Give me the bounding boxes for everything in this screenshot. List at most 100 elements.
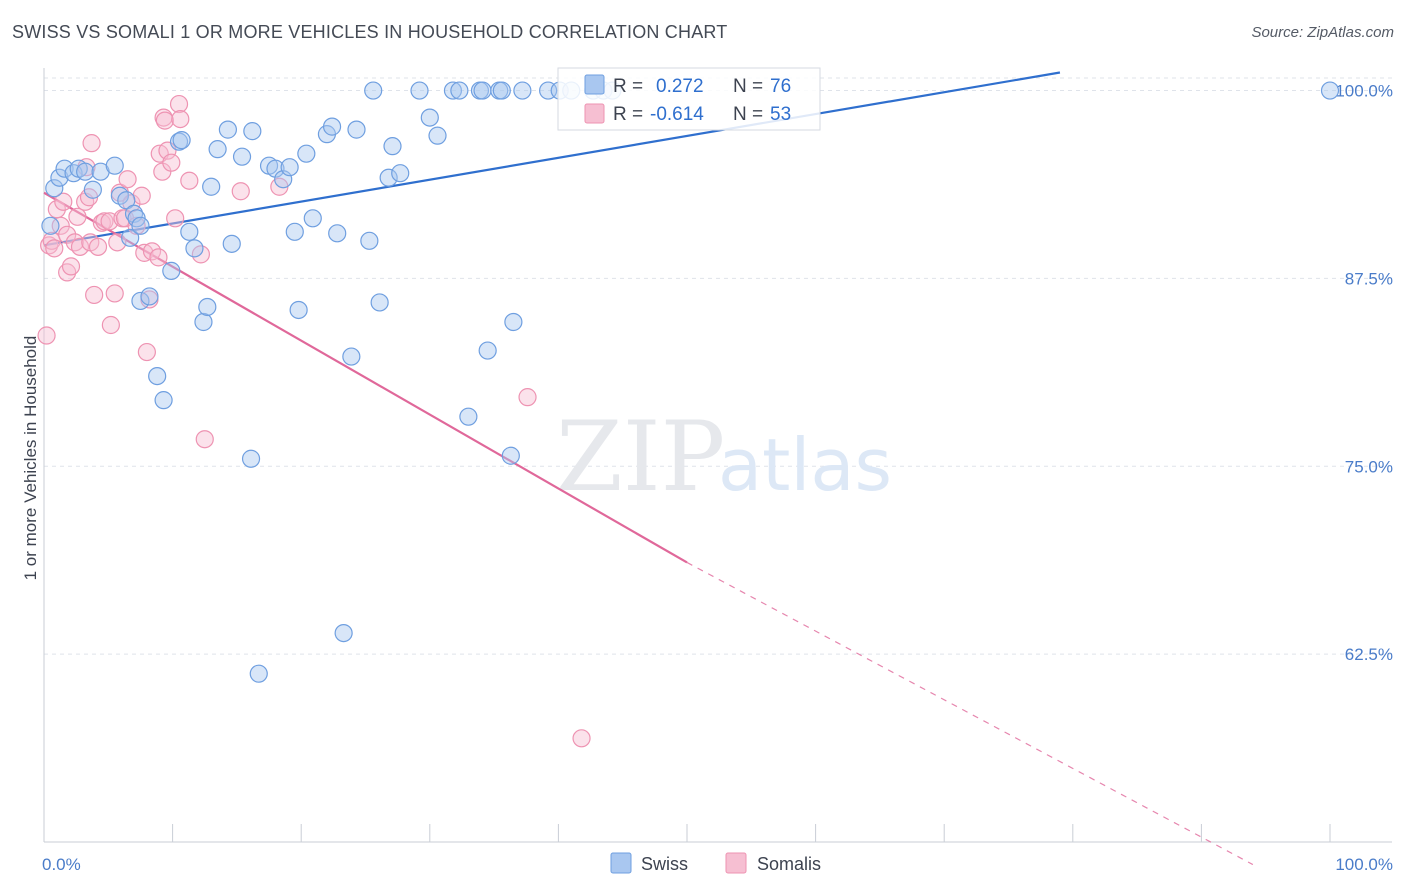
swiss-point-15 [131,216,150,235]
swiss-point-63 [478,341,497,360]
swiss-point-3 [55,159,74,178]
somalis-point-34 [137,342,156,362]
somalis-point-21 [95,212,114,231]
somalis-point-29 [118,170,137,189]
swiss-point-51 [370,293,389,312]
somalis-point-52 [518,388,537,407]
somalis-point-5 [51,216,70,235]
swiss-point-12 [121,228,140,247]
swiss-point-42 [303,209,322,228]
swiss-point-50 [364,81,383,100]
swiss-point-0 [41,216,60,235]
legend-swatch-swiss [610,852,632,874]
swiss-point-34 [249,664,268,683]
swiss-point-9 [105,156,124,175]
watermark-zip: ZIP [556,401,725,513]
swiss-point-52 [379,168,398,187]
swiss-point-55 [410,81,429,100]
swiss-point-46 [334,623,353,643]
swiss-point-60 [459,407,478,426]
y-tick-label-0: 62.5% [1345,645,1393,664]
somalis-point-9 [61,257,81,276]
trend-lines [43,71,1254,866]
stats-somalis-r-label: R = [613,104,643,125]
somalis-point-19 [88,237,108,256]
y-tick-label-3: 100.0% [1335,82,1393,101]
watermark: ZIP atlas [556,401,892,513]
swiss-point-1 [45,179,64,198]
swiss-point-30 [222,234,241,253]
y-tick-label-1: 75.0% [1345,457,1393,476]
axes [43,68,1392,843]
swiss-points [41,81,1340,683]
swiss-point-65 [492,81,511,100]
legend-swatch-somalis [725,852,747,874]
somalis-point-45 [169,94,189,114]
stats-swatch-swiss [584,74,605,95]
swiss-point-23 [180,222,199,241]
swiss-point-11 [117,191,136,210]
somalis-point-49 [195,430,214,449]
swiss-point-47 [342,347,361,366]
swiss-point-33 [243,122,262,141]
swiss-point-26 [198,297,217,317]
swiss-point-56 [420,108,439,127]
swiss-point-38 [280,158,299,177]
swiss-point-2 [50,168,69,187]
swiss-point-31 [232,147,252,166]
swiss-point-16 [131,291,150,311]
somalis-point-50 [231,182,250,201]
swiss-point-54 [391,164,410,183]
somalis-point-46 [171,109,190,129]
somalis-point-24 [105,284,124,303]
swiss-point-29 [218,120,237,139]
somalis-points [37,94,591,748]
somalis-trend-extension [686,561,1254,866]
stats-box: R = 0.272 N = 76 R = -0.614 N = 53 [557,67,821,131]
x-tick-labels: 0.0% 100.0% [42,855,1393,874]
y-tick-label-2: 87.5% [1345,269,1393,288]
swiss-point-53 [383,137,402,156]
somalis-point-43 [162,153,181,172]
x-tick-label-0: 0.0% [42,855,81,874]
somalis-trend-line [43,191,688,564]
swiss-point-39 [285,222,304,241]
swiss-point-49 [360,231,379,250]
somalis-point-53 [572,729,591,748]
legend-label-somalis: Somalis [757,854,821,874]
y-tick-labels: 62.5% 75.0% 87.5% 100.0% [1335,82,1393,665]
somalis-point-3 [45,239,64,258]
somalis-point-47 [180,171,199,190]
somalis-point-12 [70,237,90,256]
swiss-point-6 [76,162,95,181]
swiss-point-44 [322,117,342,136]
swiss-point-32 [241,449,261,468]
somalis-point-0 [37,326,56,345]
stats-swiss-r-label: R = [613,76,643,97]
somalis-point-44 [166,209,185,228]
swiss-point-58 [443,81,463,100]
stats-somalis-r-value: -0.614 [650,104,704,125]
somalis-point-11 [68,207,87,226]
swiss-point-59 [450,81,469,100]
stats-swiss-r-value: 0.272 [656,76,704,97]
watermark-atlas: atlas [718,423,892,507]
swiss-point-67 [504,312,523,332]
somalis-point-32 [132,186,151,205]
swiss-point-68 [513,81,532,100]
somalis-point-41 [155,111,174,130]
swiss-point-19 [154,391,173,410]
swiss-point-45 [328,224,347,243]
swiss-point-40 [289,300,308,320]
somalis-point-7 [58,225,77,244]
stats-swiss-n-value: 76 [770,76,791,97]
somalis-point-37 [149,248,168,267]
swiss-point-41 [297,144,316,163]
source-credit: Source: ZipAtlas.com [1251,24,1394,41]
somalis-point-17 [82,134,101,153]
swiss-point-27 [202,177,221,196]
chart-title: SWISS VS SOMALI 1 OR MORE VEHICLES IN HO… [12,22,728,42]
swiss-point-75 [1320,81,1340,100]
swiss-point-48 [347,120,366,139]
